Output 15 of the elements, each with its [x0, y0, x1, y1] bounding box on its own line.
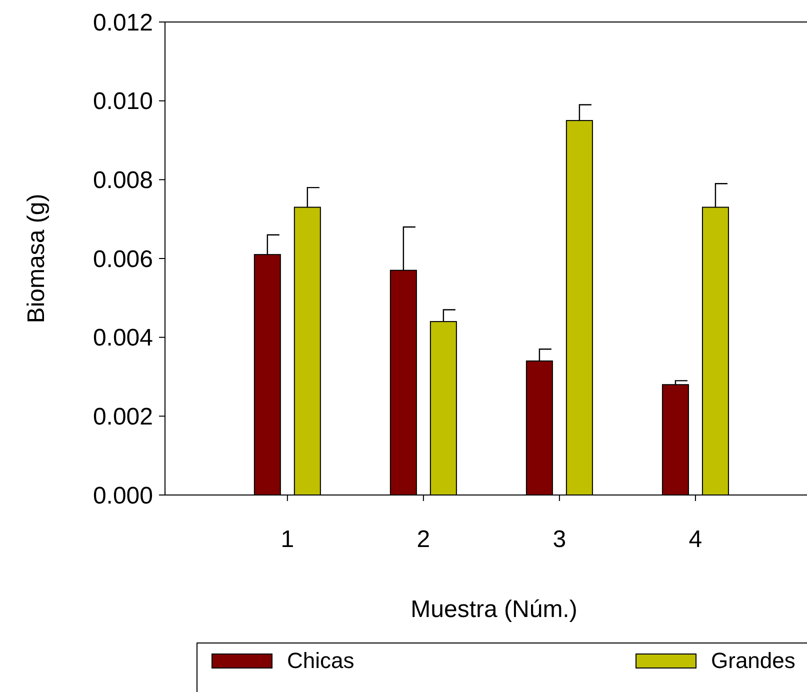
y-tick-label: 0.010 — [92, 88, 153, 116]
y-axis-title: Biomasa (g) — [23, 194, 50, 324]
legend-label: Grandes — [711, 648, 796, 673]
y-tick-label: 0.000 — [92, 482, 153, 510]
y-tick-label: 0.006 — [92, 246, 153, 273]
y-tick-label: 0.004 — [92, 324, 153, 352]
x-tick-label: 2 — [416, 526, 430, 553]
y-tick-label: 0.002 — [92, 404, 153, 431]
y-tick-label: 0.012 — [92, 9, 153, 36]
x-axis-title: Muestra (Núm.) — [410, 596, 578, 623]
legend-label: Chicas — [287, 648, 354, 673]
x-tick-label: 4 — [688, 526, 702, 553]
x-tick-label: 3 — [552, 526, 566, 553]
y-tick-label: 0.008 — [92, 167, 153, 194]
x-tick-label: 1 — [280, 526, 294, 553]
